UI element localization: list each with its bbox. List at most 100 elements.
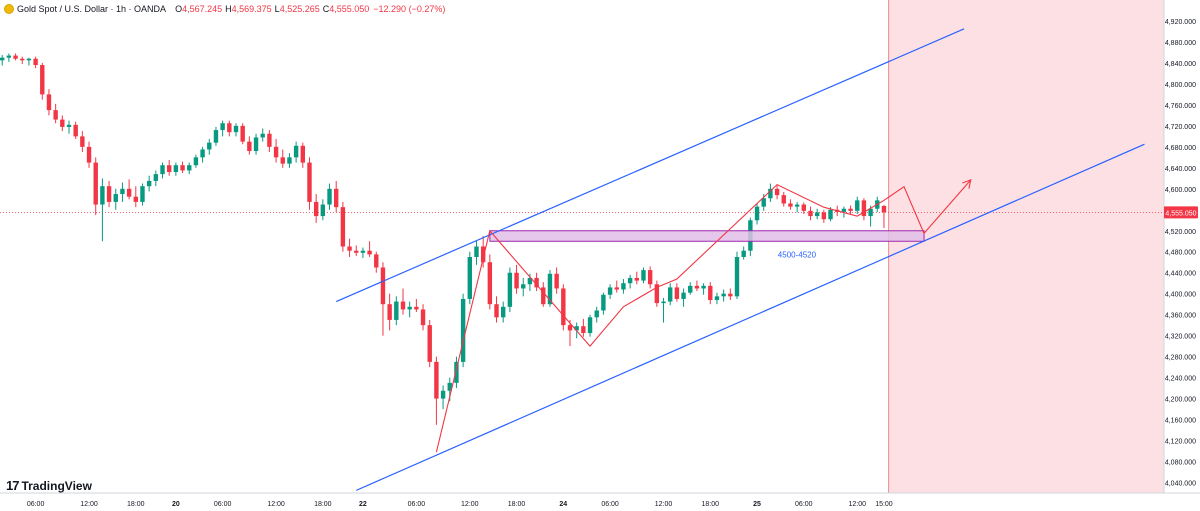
candle-body — [848, 208, 853, 211]
candle-body — [768, 188, 773, 199]
candle-body — [728, 293, 733, 297]
candle-body — [0, 57, 5, 61]
tradingview-logo[interactable]: 17 TradingView — [6, 478, 92, 493]
price-tick-label: 4,280.000 — [1165, 355, 1196, 362]
candle-body — [754, 206, 760, 221]
candle-body — [507, 272, 513, 307]
candle-body — [193, 157, 199, 166]
candle-body — [534, 277, 539, 288]
candle-body — [307, 162, 312, 202]
time-tick-label: 06:00 — [795, 501, 813, 508]
price-tick-label: 4,240.000 — [1165, 376, 1196, 383]
candle-body — [100, 186, 105, 205]
candle-body — [313, 201, 319, 217]
candle-body — [334, 188, 339, 208]
candle-body — [487, 262, 493, 305]
time-tick-label: 12:00 — [848, 501, 866, 508]
candle-body — [841, 208, 847, 212]
candle-body — [260, 133, 265, 138]
time-tick-label: 12:00 — [267, 501, 285, 508]
candle-body — [701, 285, 706, 289]
candle-body — [320, 204, 326, 217]
candle-body — [327, 188, 332, 205]
candle-body — [621, 283, 626, 290]
candle-body — [808, 210, 813, 217]
price-tick-label: 4,440.000 — [1165, 271, 1196, 278]
wave-arrowhead — [962, 179, 972, 189]
candle-body — [574, 326, 579, 331]
price-tick-label: 4,040.000 — [1165, 481, 1196, 488]
price-tick-label: 4,080.000 — [1165, 460, 1196, 467]
price-tick-label: 4,720.000 — [1165, 124, 1196, 131]
candle-body — [661, 301, 666, 304]
candle-body — [300, 145, 305, 163]
candle-body — [340, 207, 346, 247]
time-tick-label: 18:00 — [127, 501, 145, 508]
candle-body — [13, 55, 18, 59]
candle-body — [414, 306, 419, 310]
candle-body — [146, 180, 152, 187]
price-tick-label: 4,600.000 — [1165, 187, 1196, 194]
price-tick-label: 4,520.000 — [1165, 229, 1196, 236]
open-label: O — [175, 4, 183, 14]
candle-body — [627, 277, 633, 284]
candle-body — [60, 119, 65, 127]
candle-body — [454, 361, 459, 383]
candle-body — [207, 142, 212, 150]
time-tick-label: 22 — [359, 501, 367, 508]
price-tick-label: 4,200.000 — [1165, 397, 1196, 404]
time-tick-label: 06:00 — [214, 501, 232, 508]
price-tick-label: 4,920.000 — [1165, 19, 1196, 26]
candle-body — [501, 306, 506, 318]
candle-body — [6, 55, 12, 58]
candle-body — [66, 124, 72, 127]
channel-lower-line — [355, 143, 1145, 491]
candle-body — [213, 130, 219, 143]
price-tick-label: 4,400.000 — [1165, 292, 1196, 299]
price-tick-label: 4,640.000 — [1165, 166, 1196, 173]
candle-body — [774, 188, 780, 196]
time-tick-label: 18:00 — [314, 501, 332, 508]
forecast-region — [888, 0, 1164, 493]
price-change: −12.290 (−0.27%) — [373, 4, 446, 14]
tradingview-mark-icon: 17 — [6, 478, 20, 493]
close-value: 4,555.050 — [329, 4, 370, 14]
candle-body — [741, 250, 746, 257]
time-tick-label: 06:00 — [601, 501, 619, 508]
candle-body — [447, 382, 452, 391]
candle-body — [440, 390, 446, 399]
candle-body — [120, 188, 125, 195]
close-label: C — [322, 4, 330, 14]
candle-body — [273, 146, 279, 158]
candle-body — [280, 157, 285, 164]
candle-body — [20, 58, 25, 61]
candle-body — [53, 110, 58, 120]
price-tick-label: 4,760.000 — [1165, 103, 1196, 110]
support-zone — [489, 230, 925, 242]
candle-body — [721, 293, 726, 297]
candle-body — [267, 133, 272, 147]
candle-body — [126, 188, 132, 197]
candle-body — [153, 174, 159, 181]
candle-body — [33, 58, 38, 66]
candle-body — [554, 273, 559, 289]
wave-pattern-path — [435, 179, 972, 453]
price-tick-label: 4,840.000 — [1165, 61, 1196, 68]
candle-body — [607, 287, 613, 295]
candle-body — [828, 209, 833, 220]
candle-body — [527, 277, 533, 285]
candle-body — [113, 194, 118, 202]
candle-body — [133, 196, 138, 202]
candle-body — [354, 250, 359, 253]
price-tick-label: 4,360.000 — [1165, 313, 1196, 320]
price-tick-label: 4,320.000 — [1165, 334, 1196, 341]
candle-body — [253, 137, 259, 152]
candle-body — [688, 285, 693, 293]
candle-body — [180, 165, 185, 171]
candle-body — [681, 292, 686, 299]
candle-body — [514, 272, 519, 289]
candle-body — [187, 165, 192, 171]
candle-body — [788, 203, 793, 207]
candle-body — [480, 246, 486, 263]
